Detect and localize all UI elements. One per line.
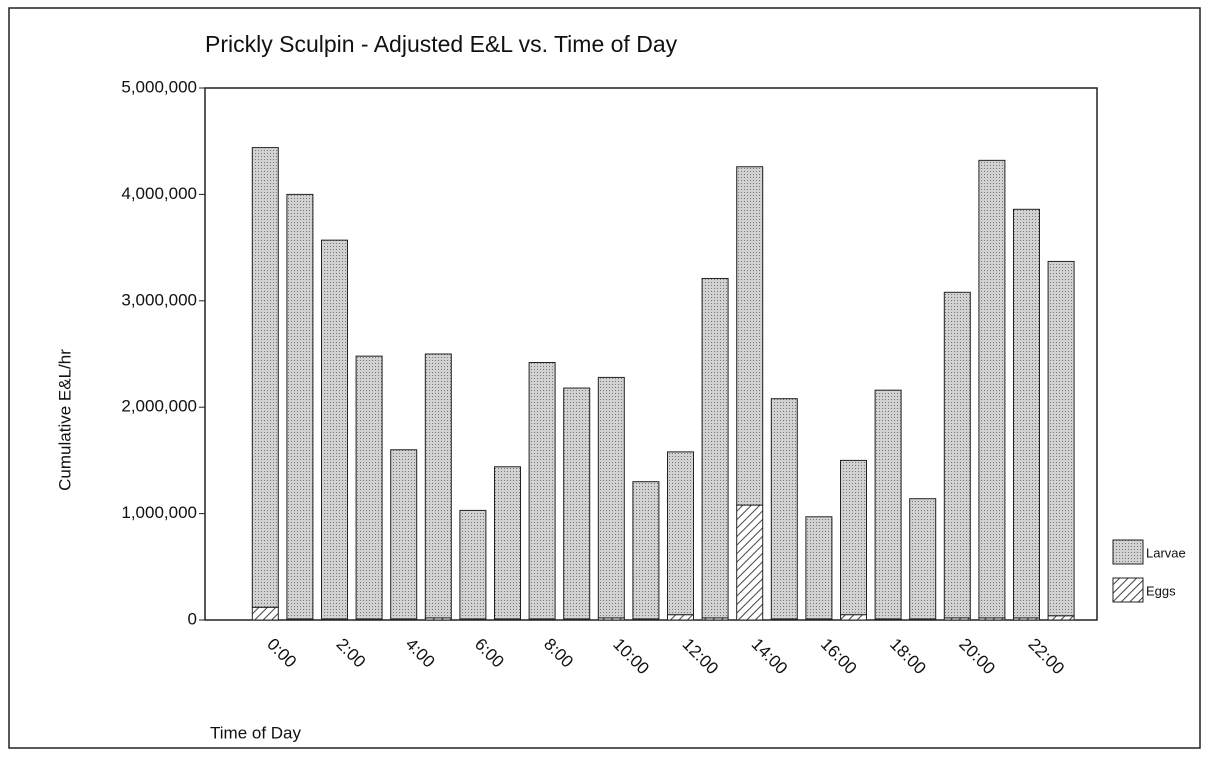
bar-segment: [770, 398, 798, 620]
legend-label: Larvae: [1146, 545, 1186, 560]
bar-segment: [459, 509, 487, 620]
bar-segment: [874, 389, 902, 620]
x-tick-label: 0:00: [263, 635, 300, 672]
bar-segment: [667, 451, 694, 616]
bar-segment: [1047, 615, 1075, 621]
bar-segment: [494, 466, 521, 620]
bar-segment: [667, 614, 694, 621]
x-tick-label: 20:00: [955, 635, 999, 679]
bar-segment: [424, 353, 452, 619]
chart-title: Prickly Sculpin - Adjusted E&L vs. Time …: [205, 31, 678, 57]
x-tick-label: 22:00: [1025, 635, 1069, 679]
y-tick-label: 4,000,000: [121, 184, 197, 203]
bar-segment: [528, 362, 556, 620]
frame: [8, 7, 1201, 749]
y-tick-label: 5,000,000: [121, 77, 197, 96]
bar-segment: [563, 387, 591, 620]
y-axis-label: Cumulative E&L/hr: [55, 349, 74, 491]
x-tick-label: 4:00: [402, 635, 439, 672]
x-tick-label: 14:00: [748, 635, 792, 679]
y-tick-label: 3,000,000: [121, 290, 197, 309]
legend-label: Eggs: [1146, 583, 1176, 598]
bar-segment: [1047, 260, 1075, 617]
bar-segment: [251, 147, 279, 608]
bar-segment: [632, 481, 660, 620]
bar-segment: [355, 355, 383, 620]
bar-segment: [978, 159, 1006, 619]
bar-segment: [805, 516, 833, 620]
x-tick-label: 2:00: [333, 635, 370, 672]
x-tick-label: 16:00: [817, 635, 861, 679]
y-tick-label: 0: [188, 609, 197, 628]
x-tick-label: 10:00: [609, 635, 653, 679]
x-tick-label: 12:00: [679, 635, 723, 679]
bar-segment: [909, 498, 937, 620]
x-tick-label: 6:00: [471, 635, 508, 672]
y-tick-label: 1,000,000: [121, 503, 197, 522]
bar-segment: [840, 459, 867, 616]
bar-segment: [286, 193, 314, 620]
legend-swatch: [1112, 577, 1144, 603]
bar-segment: [390, 449, 418, 620]
bar-segment: [597, 376, 625, 619]
bar-segment: [943, 291, 971, 619]
x-tick-label: 18:00: [886, 635, 930, 679]
legend-swatch: [1112, 539, 1144, 565]
bar-segment: [736, 504, 764, 621]
bar-segment: [1013, 208, 1040, 619]
x-axis-label: Time of Day: [210, 723, 302, 742]
x-tick-label: 8:00: [540, 635, 577, 672]
bar-segment: [840, 614, 867, 621]
bar-segment: [251, 606, 279, 621]
y-tick-label: 2,000,000: [121, 397, 197, 416]
bar-segment: [701, 277, 729, 619]
bar-segment: [321, 239, 348, 620]
bar-segment: [736, 166, 764, 506]
